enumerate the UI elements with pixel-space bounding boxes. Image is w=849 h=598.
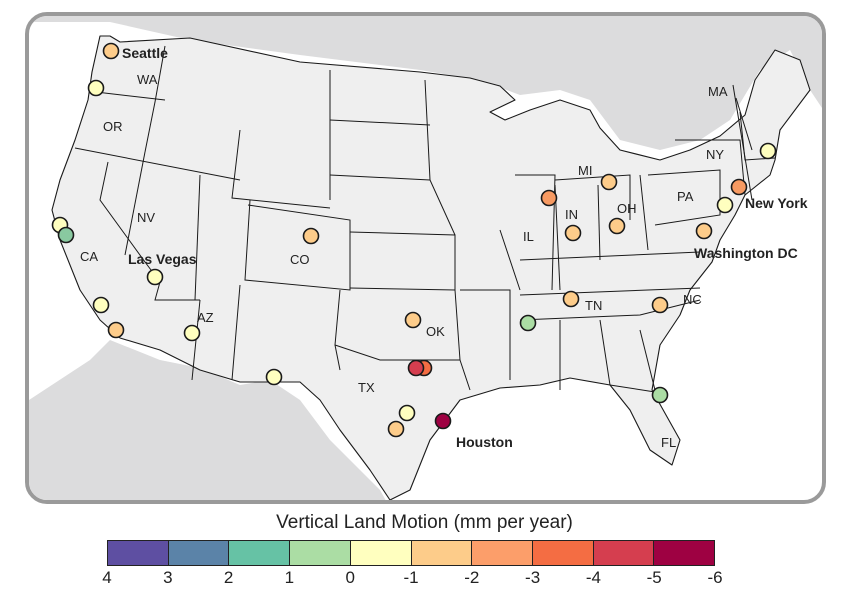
station-marker (562, 290, 580, 308)
colorbar-segment (532, 541, 594, 565)
state-label-ny: NY (706, 147, 724, 162)
station-marker (57, 226, 75, 244)
map-frame: WA OR CA NV AZ CO TX OK IL IN MI OH PA N… (25, 12, 826, 504)
state-label-ma: MA (708, 84, 728, 99)
colorbar-tick-label: 3 (163, 568, 173, 587)
station-marker (600, 173, 618, 191)
colorbar-tick-label: -2 (464, 568, 480, 587)
legend-title: Vertical Land Motion (mm per year) (276, 512, 573, 533)
station-marker (564, 224, 582, 242)
colorbar-segment (290, 541, 351, 565)
state-label-or: OR (103, 119, 123, 134)
us-outline (51, 35, 811, 500)
station-marker (387, 420, 405, 438)
station-marker (302, 227, 320, 245)
colorbar-tick-label: -3 (525, 568, 541, 587)
city-label-seattle: Seattle (122, 45, 168, 61)
colorbar-segment (168, 541, 230, 565)
city-label-washington-dc: Washington DC (694, 245, 798, 261)
station-marker (651, 296, 669, 314)
station-marker (695, 222, 713, 240)
colorbar-tick-label: -4 (585, 568, 601, 587)
state-label-nc: NC (683, 292, 702, 307)
station-marker (540, 189, 558, 207)
state-label-ca: CA (80, 249, 98, 264)
us-map: WA OR CA NV AZ CO TX OK IL IN MI OH PA N… (29, 16, 822, 500)
colorbar-ticks: 4 3 2 1 0 -1 -2 -3 -4 -5 -6 (102, 568, 722, 594)
station-marker (265, 368, 283, 386)
mexico-region (29, 340, 386, 500)
station-marker (730, 178, 748, 196)
station-marker (87, 79, 105, 97)
colorbar-tick-label: 2 (223, 568, 234, 587)
station-marker (183, 324, 201, 342)
colorbar-segment (108, 541, 169, 565)
state-label-az: AZ (197, 310, 214, 325)
station-marker (102, 42, 120, 60)
station-marker (651, 386, 669, 404)
city-label-las-vegas: Las Vegas (128, 251, 197, 267)
state-borders (74, 45, 776, 393)
station-marker (519, 314, 537, 332)
state-label-ok: OK (426, 324, 445, 339)
city-label-new-york: New York (745, 195, 808, 211)
state-label-oh: OH (617, 201, 637, 216)
station-marker (146, 268, 164, 286)
station-marker (759, 142, 777, 160)
station-marker (407, 359, 425, 377)
station-marker (398, 404, 416, 422)
ma-leader-line (735, 97, 753, 151)
city-label-houston: Houston (456, 434, 513, 450)
station-marker (608, 217, 626, 235)
colorbar (107, 540, 715, 566)
colorbar-tick-label: 1 (284, 568, 295, 587)
colorbar-tick-label: -1 (403, 568, 419, 587)
canada-region (29, 16, 822, 150)
station-marker (92, 296, 110, 314)
state-label-il: IL (523, 229, 534, 244)
station-marker (716, 196, 734, 214)
colorbar-segment (229, 541, 291, 565)
colorbar-segment (593, 541, 655, 565)
state-label-in: IN (565, 207, 578, 222)
colorbar-tick-label: 0 (345, 568, 355, 587)
colorbar-segment (411, 541, 473, 565)
state-label-co: CO (290, 252, 310, 267)
colorbar-tick-label: -5 (646, 568, 662, 587)
colorbar-tick-label: -6 (707, 568, 723, 587)
state-label-nv: NV (137, 210, 155, 225)
state-label-fl: FL (661, 435, 676, 450)
station-marker (434, 412, 452, 430)
state-label-wa: WA (137, 72, 158, 87)
state-label-pa: PA (677, 189, 694, 204)
station-marker (107, 321, 125, 339)
state-label-mi: MI (578, 163, 592, 178)
colorbar-tick-label: 4 (102, 568, 112, 587)
colorbar-segment (350, 541, 412, 565)
colorbar-segment (654, 541, 715, 565)
station-markers (51, 42, 777, 438)
state-label-tx: TX (358, 380, 375, 395)
colorbar-segment (472, 541, 533, 565)
state-label-tn: TN (585, 298, 602, 313)
station-marker (404, 311, 422, 329)
